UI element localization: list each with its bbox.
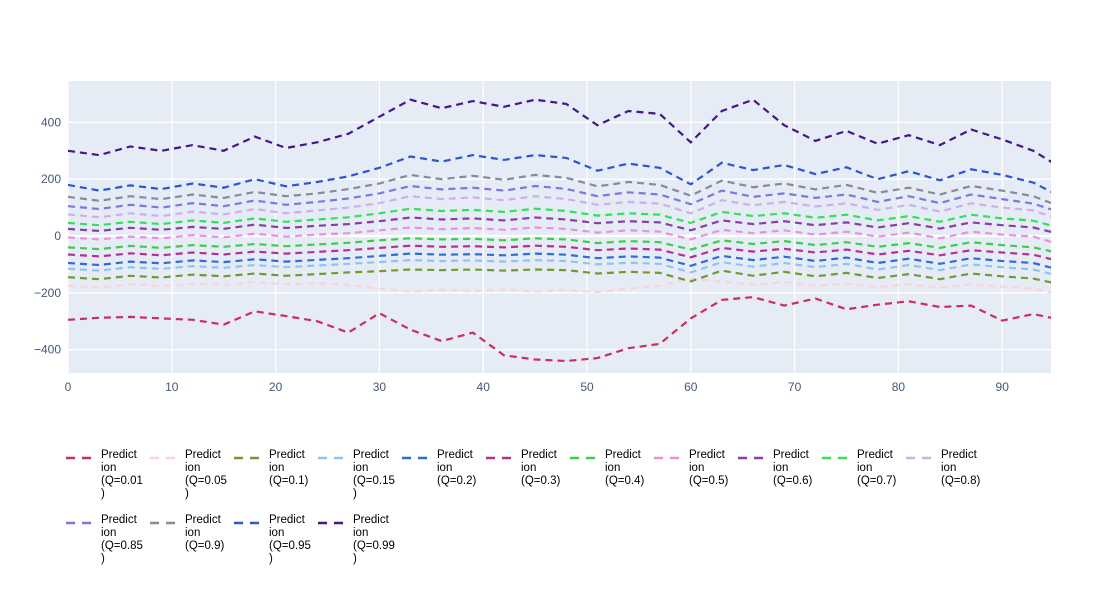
legend-item-label: Predict ion (Q=0.6) (773, 449, 813, 487)
x-tick-label: 30 (373, 380, 387, 394)
legend-dash-swatch (402, 456, 432, 460)
legend-dash-swatch (150, 521, 180, 525)
x-tick-label: 10 (165, 380, 179, 394)
x-tick-label: 80 (892, 380, 906, 394)
legend-item-prediction-q-0.99-[interactable]: Predict ion (Q=0.99 ) (318, 514, 402, 566)
legend-item-prediction-q-0.01-[interactable]: Predict ion (Q=0.01 ) (66, 449, 150, 501)
legend-dash-swatch (654, 456, 684, 460)
legend-item-prediction-q-0.4-[interactable]: Predict ion (Q=0.4) (570, 449, 654, 501)
legend-item-prediction-q-0.15-[interactable]: Predict ion (Q=0.15 ) (318, 449, 402, 501)
y-tick-label: −400 (34, 343, 61, 357)
legend-item-prediction-q-0.95-[interactable]: Predict ion (Q=0.95 ) (234, 514, 318, 566)
legend-item-prediction-q-0.1-[interactable]: Predict ion (Q=0.1) (234, 449, 318, 501)
series-line-prediction-q-0.95- (68, 153, 1051, 194)
series-line-prediction-q-0.01- (68, 295, 1051, 363)
legend-dash-swatch (66, 521, 96, 525)
series-line-prediction-q-0.9- (68, 173, 1051, 205)
legend-item-label: Predict ion (Q=0.01 ) (101, 449, 143, 500)
legend-item-label: Predict ion (Q=0.85 ) (101, 514, 143, 565)
legend-dash-swatch (486, 456, 516, 460)
legend-dash-swatch (570, 456, 600, 460)
legend-item-prediction-q-0.85-[interactable]: Predict ion (Q=0.85 ) (66, 514, 150, 566)
x-tick-label: 50 (580, 380, 594, 394)
series-line-prediction-q-0.85- (68, 184, 1051, 211)
legend-item-label: Predict ion (Q=0.5) (689, 449, 729, 487)
x-tick-label: 70 (788, 380, 802, 394)
legend-item-prediction-q-0.6-[interactable]: Predict ion (Q=0.6) (738, 449, 822, 501)
legend-item-label: Predict ion (Q=0.8) (941, 449, 981, 487)
y-axis-ticks: 400 200 0 −200 −400 (34, 115, 61, 356)
y-tick-label: −200 (34, 286, 61, 300)
legend-item-prediction-q-0.8-[interactable]: Predict ion (Q=0.8) (906, 449, 990, 501)
legend-item-prediction-q-0.5-[interactable]: Predict ion (Q=0.5) (654, 449, 738, 501)
legend-item-label: Predict ion (Q=0.15 ) (353, 449, 395, 500)
legend-item-prediction-q-0.3-[interactable]: Predict ion (Q=0.3) (486, 449, 570, 501)
legend-item-label: Predict ion (Q=0.2) (437, 449, 477, 487)
legend-dash-swatch (318, 456, 348, 460)
legend-item-label: Predict ion (Q=0.9) (185, 514, 225, 552)
legend-item-prediction-q-0.9-[interactable]: Predict ion (Q=0.9) (150, 514, 234, 566)
legend-item-prediction-q-0.7-[interactable]: Predict ion (Q=0.7) (822, 449, 906, 501)
y-tick-label: 400 (41, 115, 61, 129)
legend-dash-swatch (738, 456, 768, 460)
y-tick-label: 0 (54, 229, 61, 243)
series-line-prediction-q-0.99- (68, 98, 1051, 163)
legend-dash-swatch (234, 521, 264, 525)
legend-dash-swatch (906, 456, 936, 460)
legend-dash-swatch (822, 456, 852, 460)
legend-item-label: Predict ion (Q=0.05 ) (185, 449, 227, 500)
legend-item-prediction-q-0.2-[interactable]: Predict ion (Q=0.2) (402, 449, 486, 501)
legend-dash-swatch (150, 456, 180, 460)
legend-item-label: Predict ion (Q=0.7) (857, 449, 897, 487)
plot-area[interactable] (68, 81, 1051, 373)
x-tick-label: 40 (477, 380, 491, 394)
x-tick-label: 20 (269, 380, 283, 394)
y-tick-label: 200 (41, 172, 61, 186)
legend-dash-swatch (234, 456, 264, 460)
legend-item-label: Predict ion (Q=0.95 ) (269, 514, 311, 565)
legend-item-prediction-q-0.05-[interactable]: Predict ion (Q=0.05 ) (150, 449, 234, 501)
legend-dash-swatch (318, 521, 348, 525)
series-line-prediction-q-0.8- (68, 195, 1051, 219)
x-tick-label: 0 (65, 380, 72, 394)
legend-item-label: Predict ion (Q=0.4) (605, 449, 645, 487)
x-tick-label: 90 (996, 380, 1010, 394)
chart-legend: Predict ion (Q=0.01 ) Predict ion (Q=0.05… (66, 449, 996, 579)
legend-item-label: Predict ion (Q=0.3) (521, 449, 561, 487)
legend-item-label: Predict ion (Q=0.99 ) (353, 514, 395, 565)
x-tick-label: 60 (684, 380, 698, 394)
legend-item-label: Predict ion (Q=0.1) (269, 449, 309, 487)
series-line-prediction-q-0.05- (68, 277, 1051, 294)
legend-dash-swatch (66, 456, 96, 460)
x-axis-ticks: 0 10 20 30 40 50 60 70 80 90 (65, 380, 1010, 394)
